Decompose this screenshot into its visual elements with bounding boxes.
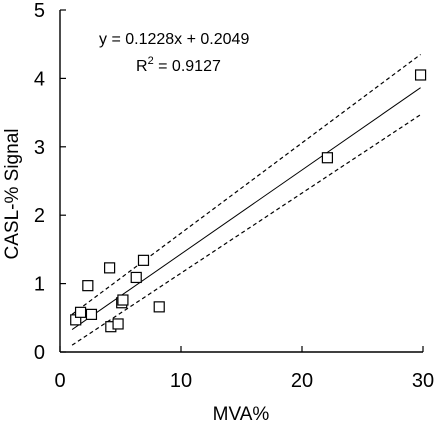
y-tick-label: 3	[34, 137, 45, 159]
y-axis-title: CASL-% Signal	[2, 129, 23, 260]
data-point	[82, 280, 94, 292]
data-point	[414, 69, 427, 81]
regression-equation: y = 0.1228x + 0.2049	[99, 31, 249, 48]
data-point	[130, 271, 142, 284]
data-point	[85, 308, 98, 320]
r-squared-value: = 0.9127	[154, 58, 221, 75]
axes: 0 1 2 3 4 5 0 10 20 30	[34, 0, 434, 392]
y-tick-label: 4	[34, 68, 45, 90]
r-squared-superscript: 2	[148, 55, 154, 67]
y-tick-label: 2	[34, 205, 45, 227]
data-point	[137, 254, 150, 266]
data-point	[321, 152, 334, 164]
confidence-band-lower	[71, 114, 421, 346]
x-tick-label: 0	[54, 370, 65, 392]
data-point	[117, 294, 129, 306]
x-tick-label: 30	[412, 370, 434, 392]
data-point	[153, 301, 165, 313]
confidence-band-upper	[71, 53, 421, 315]
y-tick-label: 0	[34, 342, 45, 364]
y-tick-label: 1	[34, 274, 45, 296]
regression-line	[71, 87, 421, 330]
x-tick-label: 10	[170, 370, 192, 392]
y-tick-label: 5	[34, 0, 45, 22]
x-tick-label: 20	[291, 370, 313, 392]
x-axis-title: MVA%	[213, 404, 270, 425]
data-point	[74, 306, 87, 318]
r-squared-annotation: R2 = 0.9127	[136, 55, 221, 75]
r-squared-label: R	[136, 58, 148, 75]
data-point	[104, 262, 116, 274]
data-point	[112, 318, 124, 330]
chart-marks	[70, 53, 427, 346]
